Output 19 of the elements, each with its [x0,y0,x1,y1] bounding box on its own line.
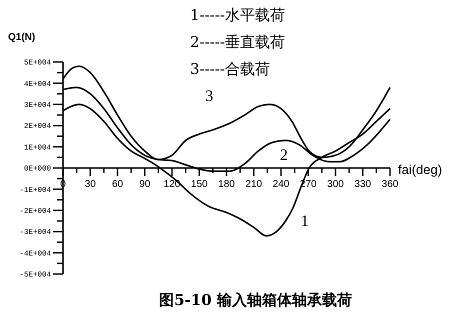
text: 2-----垂直载荷 [190,33,285,51]
x-tick-label: 180 [218,179,236,190]
x-tick-label: 210 [245,179,263,190]
x-tick-label: 330 [354,179,372,190]
x-tick-label: 90 [139,179,151,190]
text: 1-----水平载荷 [190,6,285,24]
x-tick-label: 30 [84,179,96,190]
annotation: 1 [300,212,309,230]
x-tick-label: 360 [382,179,399,190]
annotation: 3-----合载荷 [190,60,270,78]
x-tick-label: 150 [190,179,208,190]
x-axis-title: fai(deg) [398,162,442,177]
x-tick-label: 300 [327,179,344,190]
annotation: 2 [280,147,288,164]
annotation: 3 [205,88,214,106]
x-tick-label: 60 [112,179,124,190]
text: 图5-10 输入轴箱体轴承载荷 [159,291,352,309]
x-tick-label: 240 [272,179,290,190]
y-axis-title: Q1(N) [8,32,36,43]
